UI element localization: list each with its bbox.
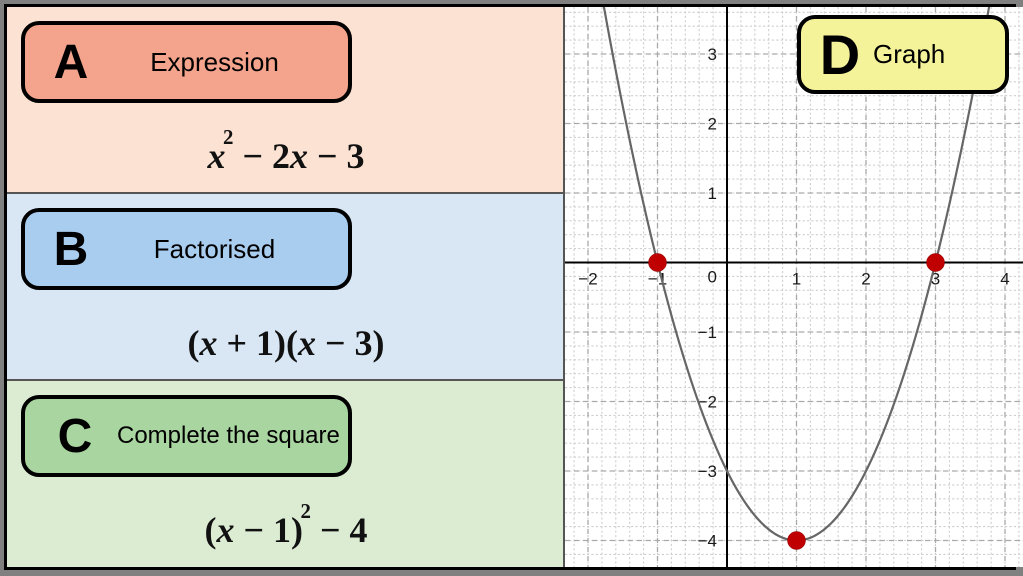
svg-text:1: 1 bbox=[792, 270, 801, 289]
svg-text:−3: −3 bbox=[698, 462, 717, 481]
svg-text:2: 2 bbox=[861, 270, 870, 289]
svg-text:−4: −4 bbox=[698, 532, 717, 551]
svg-text:−1: −1 bbox=[698, 323, 717, 342]
svg-text:1: 1 bbox=[708, 184, 717, 203]
svg-text:4: 4 bbox=[1000, 270, 1009, 289]
svg-text:0: 0 bbox=[708, 268, 717, 287]
svg-text:3: 3 bbox=[708, 45, 717, 64]
svg-text:2: 2 bbox=[708, 115, 717, 134]
svg-text:−2: −2 bbox=[578, 270, 597, 289]
